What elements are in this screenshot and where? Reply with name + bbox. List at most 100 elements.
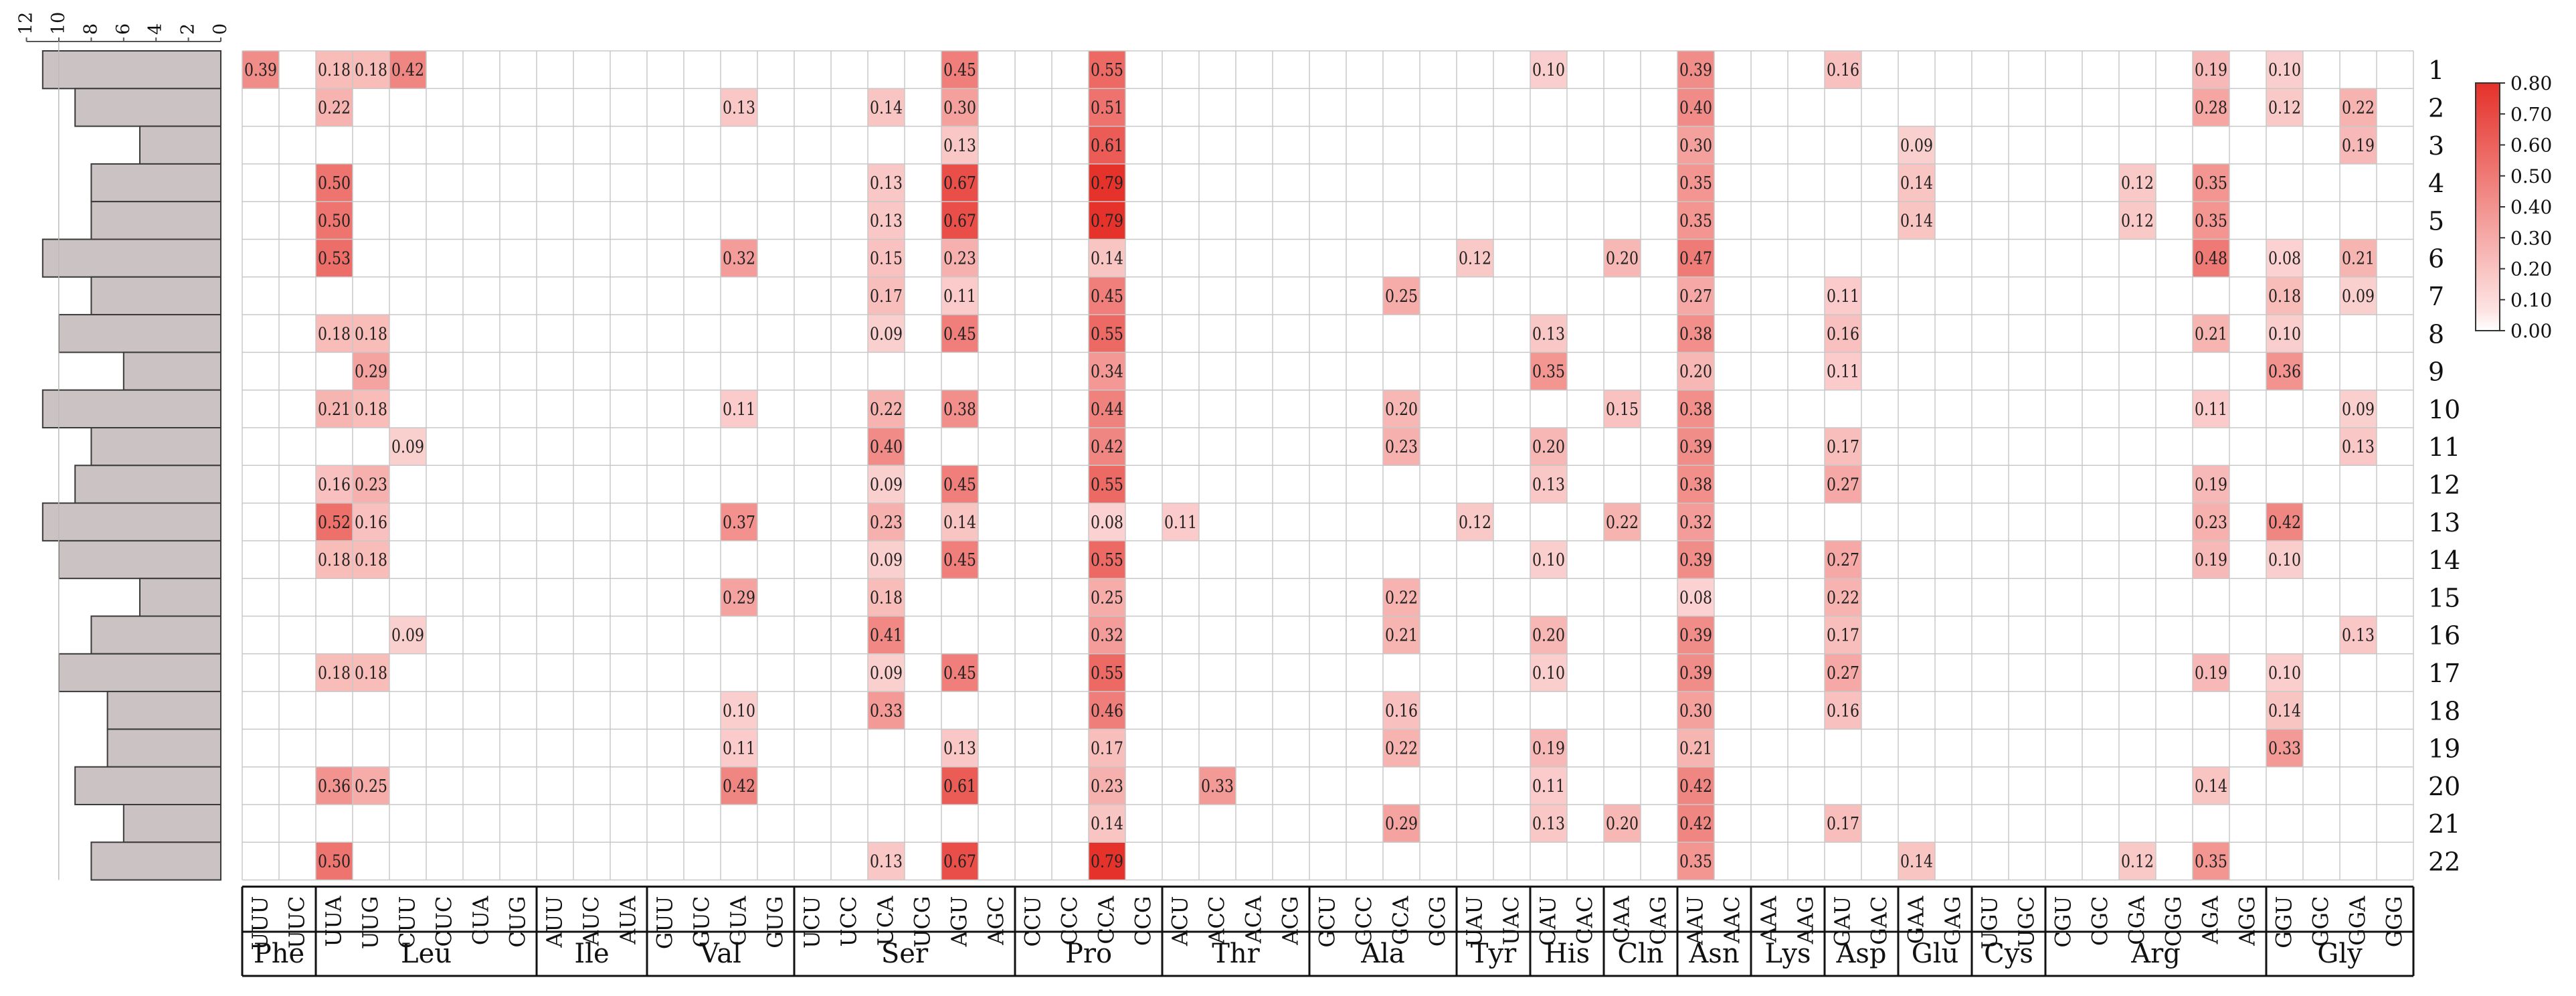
heatmap-cell-r10-UUG bbox=[353, 390, 389, 428]
heatmap-cell-value: 0.12 bbox=[2121, 173, 2154, 193]
heatmap-cell-value: 0.23 bbox=[1385, 437, 1418, 457]
heatmap-cell-r16-CAU bbox=[1530, 616, 1567, 654]
amino-acid-label: Ser bbox=[881, 938, 929, 969]
heatmap-cell-value: 0.13 bbox=[1532, 324, 1565, 344]
heatmap-cell-r2-AGU bbox=[941, 88, 978, 127]
heatmap-cell-value: 0.30 bbox=[1679, 701, 1712, 721]
heatmap-cell-r17-AGA bbox=[2193, 653, 2229, 692]
heatmap-cell-value: 0.14 bbox=[1091, 814, 1123, 834]
heatmap-cell-r6-UUA bbox=[316, 239, 353, 277]
heatmap-cell-value: 0.19 bbox=[2342, 136, 2375, 156]
heatmap-cell-r11-AAU bbox=[1677, 428, 1714, 466]
heatmap-cell-value: 0.29 bbox=[723, 588, 755, 608]
row-bar bbox=[58, 314, 221, 353]
heatmap-cell-r7-UCA bbox=[868, 276, 905, 315]
codon-tick-label: GCU bbox=[1315, 896, 1340, 948]
heatmap-cell-value: 0.23 bbox=[1091, 776, 1123, 797]
heatmap-cell-value: 0.15 bbox=[1606, 400, 1639, 420]
heatmap-cell-value: 0.32 bbox=[1091, 626, 1123, 646]
heatmap-cell-r1-AGU bbox=[941, 51, 978, 89]
codon-tick-label: AAA bbox=[1756, 896, 1782, 943]
heatmap-cell-r8-AAU bbox=[1677, 315, 1714, 353]
heatmap-cell-r22-UCA bbox=[868, 842, 905, 880]
heatmap-cell-r1-UUG bbox=[353, 51, 389, 89]
row-bar bbox=[106, 728, 221, 768]
heatmap-cell-value: 0.14 bbox=[870, 98, 903, 118]
heatmap-cell-r21-CAU bbox=[1530, 805, 1567, 843]
codon-tick-label: CGG bbox=[2161, 896, 2187, 947]
amino-acid-label: Tyr bbox=[1471, 938, 1517, 969]
bar-axis-tick-label: 4 bbox=[145, 23, 166, 35]
heatmap-cell-value: 0.35 bbox=[1679, 851, 1712, 872]
heatmap-cell-value: 0.18 bbox=[355, 663, 387, 683]
heatmap-cell-r1-CCA bbox=[1089, 51, 1125, 89]
heatmap-cell-value: 0.22 bbox=[2342, 98, 2375, 118]
colorbar-tick-label: 0.60 bbox=[2510, 135, 2552, 157]
heatmap-cell-value: 0.39 bbox=[1679, 60, 1712, 80]
heatmap-cell-r5-UUA bbox=[316, 201, 353, 240]
codon-tick-label: UAC bbox=[1499, 896, 1524, 946]
heatmap-cell-r13-UUA bbox=[316, 503, 353, 541]
heatmap-cell-value: 0.17 bbox=[1091, 739, 1123, 759]
heatmap-cell-value: 0.39 bbox=[1679, 437, 1712, 457]
heatmap-cell-value: 0.10 bbox=[1532, 60, 1565, 80]
colorbar-tick-label: 0.10 bbox=[2510, 289, 2552, 311]
heatmap-cell-r5-CCA bbox=[1089, 201, 1125, 240]
heatmap-cell-value: 0.16 bbox=[1827, 60, 1859, 80]
codon-tick-label: CAC bbox=[1572, 896, 1598, 944]
heatmap-cell-r10-AAU bbox=[1677, 390, 1714, 428]
heatmap-cell-r7-GCA bbox=[1383, 276, 1420, 315]
heatmap-cell-r19-CAU bbox=[1530, 729, 1567, 767]
colorbar-tick-label: 0.40 bbox=[2510, 196, 2552, 218]
codon-tick-label: GUU bbox=[652, 896, 678, 950]
bar-axis-tick-label: 8 bbox=[80, 23, 101, 35]
row-bar bbox=[90, 427, 221, 467]
heatmap-cell-r2-UCA bbox=[868, 88, 905, 127]
codon-tick-label: UUG bbox=[358, 896, 383, 950]
heatmap-cell-value: 0.18 bbox=[318, 550, 351, 570]
heatmap-cell-r1-GAU bbox=[1825, 51, 1861, 89]
heatmap-cell-r19-GUA bbox=[721, 729, 757, 767]
heatmap-cell-value: 0.11 bbox=[1164, 513, 1197, 533]
heatmap-cell-r17-UUG bbox=[353, 653, 389, 692]
heatmap-cell-value: 0.18 bbox=[318, 324, 351, 344]
heatmap-cell-r14-AAU bbox=[1677, 540, 1714, 579]
codon-tick-label: CCU bbox=[1020, 896, 1046, 947]
heatmap-cell-r20-UUA bbox=[316, 766, 353, 805]
row-label: 6 bbox=[2428, 244, 2444, 274]
heatmap-cell-value: 0.09 bbox=[870, 550, 903, 570]
heatmap-cell-r2-AAU bbox=[1677, 88, 1714, 127]
codon-tick-label: ACU bbox=[1168, 896, 1193, 947]
codon-tick-label: AGC bbox=[984, 896, 1009, 946]
codon-tick-label: UCC bbox=[836, 896, 862, 947]
heatmap-cell-value: 0.50 bbox=[318, 173, 351, 193]
heatmap-cell-r6-GUA bbox=[721, 239, 757, 277]
heatmap-cell-value: 0.33 bbox=[1201, 776, 1234, 797]
codon-tick-label: CUC bbox=[432, 896, 457, 947]
heatmap-cell-value: 0.09 bbox=[870, 663, 903, 683]
row-label: 12 bbox=[2428, 470, 2460, 499]
heatmap-cell-r12-AAU bbox=[1677, 465, 1714, 503]
heatmap-cell-r12-UUA bbox=[316, 465, 353, 503]
heatmap-cell-value: 0.47 bbox=[1679, 249, 1712, 269]
amino-acid-label: Val bbox=[699, 938, 741, 969]
amino-acid-label: Pro bbox=[1065, 938, 1112, 969]
row-label: 22 bbox=[2428, 847, 2460, 876]
heatmap-cell-r1-UUA bbox=[316, 51, 353, 89]
heatmap-cell-value: 0.35 bbox=[2195, 851, 2227, 872]
heatmap-cell-r4-UCA bbox=[868, 163, 905, 202]
colorbar-tick-label: 0.50 bbox=[2510, 165, 2552, 187]
row-label: 9 bbox=[2428, 357, 2444, 387]
heatmap-cells bbox=[242, 51, 2377, 880]
codon-tick-label: AAU bbox=[1683, 896, 1708, 946]
bar-axis-tick-label: 6 bbox=[113, 23, 134, 35]
heatmap-cell-value: 0.20 bbox=[1532, 437, 1565, 457]
heatmap-cell-value: 0.22 bbox=[1385, 739, 1418, 759]
heatmap-cell-r1-CUU bbox=[389, 51, 426, 89]
heatmap-cell-value: 0.14 bbox=[943, 513, 976, 533]
heatmap-cell-r21-CAA bbox=[1604, 805, 1641, 843]
heatmap-cell-r14-UUA bbox=[316, 540, 353, 579]
heatmap-cell-value: 0.79 bbox=[1091, 851, 1123, 872]
heatmap-cell-r12-CCA bbox=[1089, 465, 1125, 503]
heatmap-cell-value: 0.21 bbox=[1679, 739, 1712, 759]
